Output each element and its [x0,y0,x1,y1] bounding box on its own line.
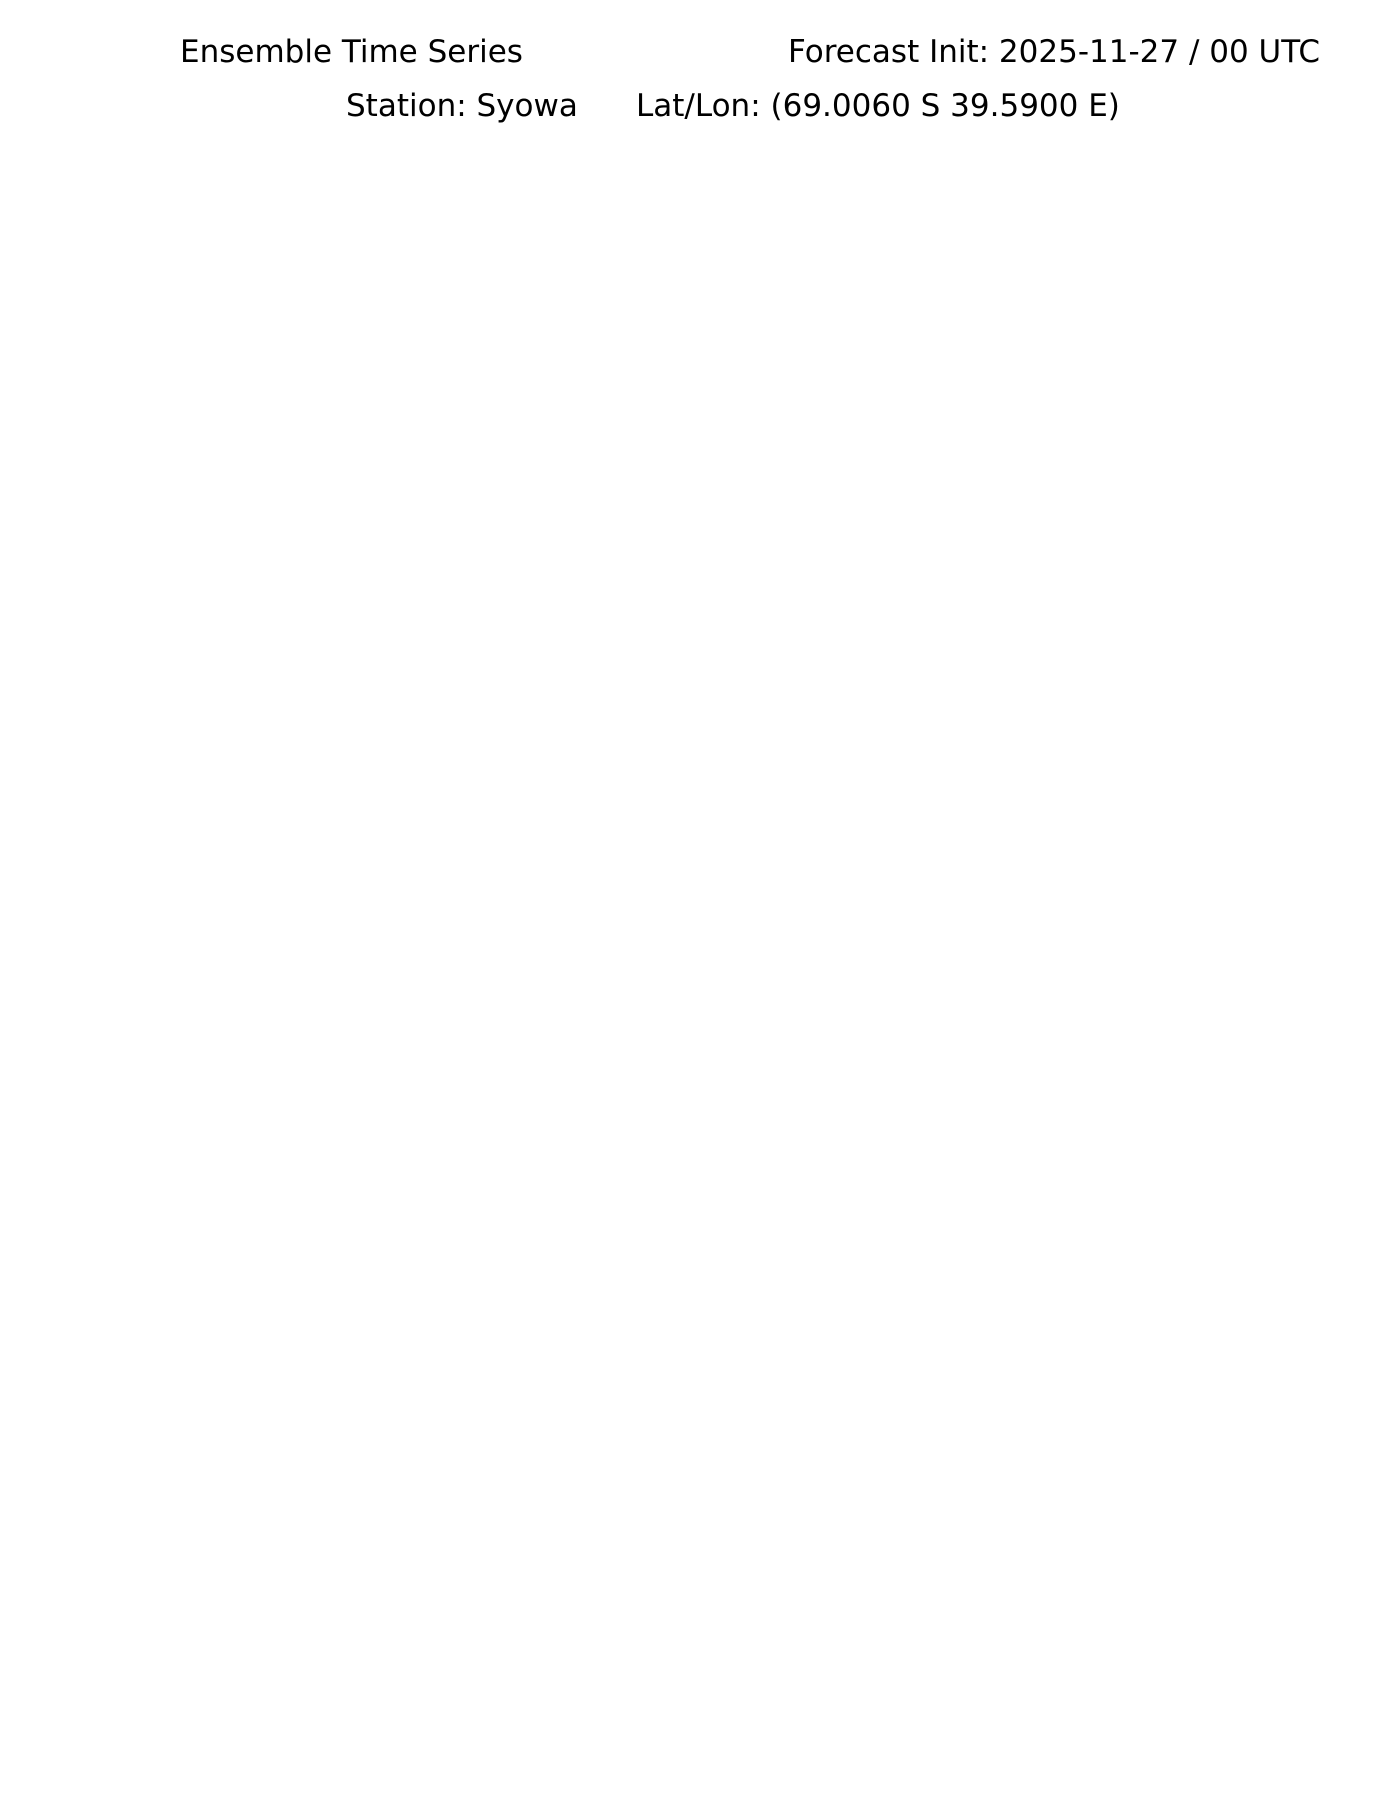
station-label: Station: Syowa [346,88,578,124]
title-right: Forecast Init: 2025-11-27 / 00 UTC [788,34,1320,70]
latlon-label: Lat/Lon: (69.0060 S 39.5900 E) [636,88,1120,124]
title-left: Ensemble Time Series [180,34,523,70]
